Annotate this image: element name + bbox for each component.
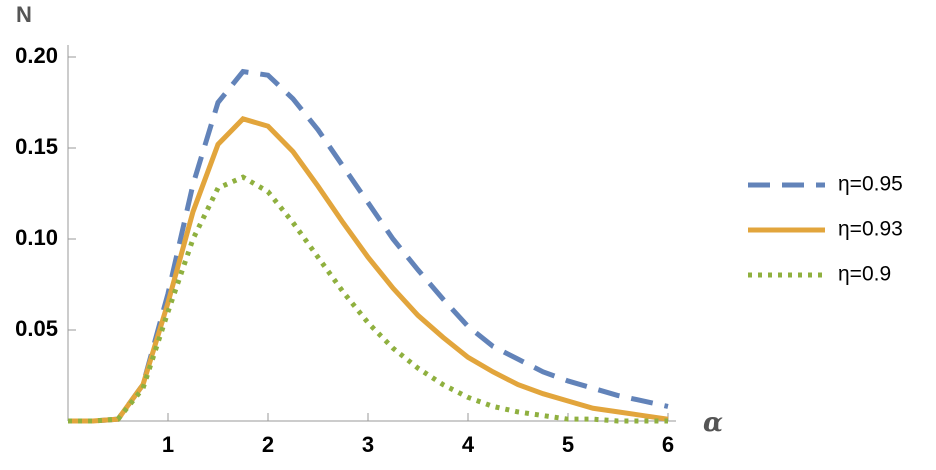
legend-label: η=0.95 [838, 173, 903, 196]
x-tick-label: 2 [262, 432, 274, 457]
y-tick-label: 0.15 [15, 134, 58, 159]
x-tick-label: 4 [462, 432, 475, 457]
series-line [68, 116, 669, 424]
series-line [68, 174, 668, 424]
x-axis-label: α [703, 408, 723, 438]
series-line [68, 68, 669, 424]
y-tick-label: 0.05 [15, 316, 58, 341]
x-tick-label: 5 [562, 432, 574, 457]
x-tick-label: 1 [162, 432, 174, 457]
x-tick-label: 3 [362, 432, 374, 457]
legend-label: η=0.9 [838, 263, 891, 286]
x-tick-label: 6 [662, 432, 674, 457]
legend-label: η=0.93 [838, 218, 903, 241]
y-tick-label: 0.10 [15, 225, 58, 250]
y-axis-label: N [16, 2, 32, 27]
y-tick-label: 0.20 [15, 43, 58, 68]
